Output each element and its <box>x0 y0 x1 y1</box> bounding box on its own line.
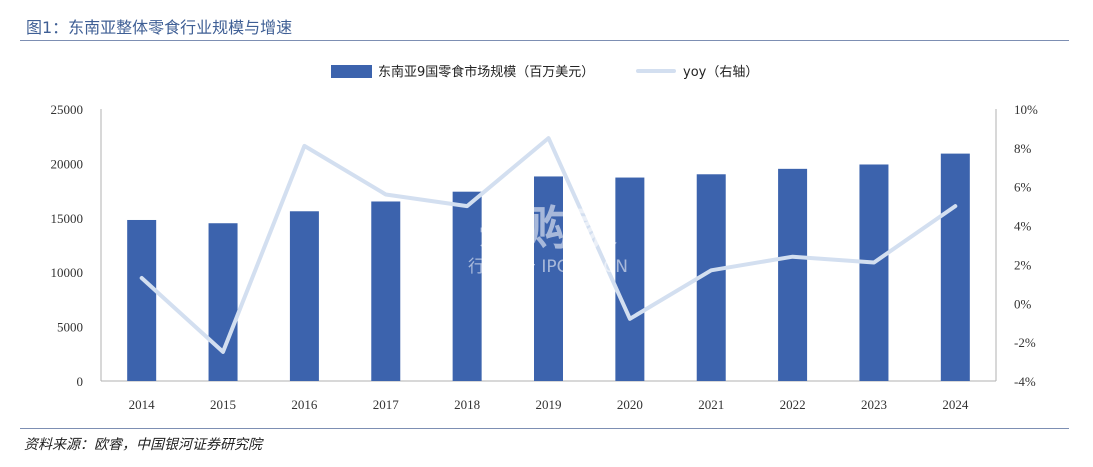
bar <box>778 168 808 381</box>
watermark-main: 并购家 <box>479 201 617 255</box>
bar <box>208 223 238 381</box>
bar <box>371 201 401 381</box>
y-left-tick-label: 0 <box>77 374 84 389</box>
x-tick-label: 2024 <box>942 397 969 412</box>
bar <box>859 164 889 381</box>
y-right-tick-label: 0% <box>1014 296 1032 311</box>
watermark: 并购家 行业报告 IPOIPO.CN <box>468 201 628 277</box>
legend-label-bar: 东南亚9国零食市场规模（百万美元） <box>378 64 594 80</box>
y-right-tick-label: -2% <box>1014 335 1036 350</box>
figure-title: 图1：东南亚整体零食行业规模与增速 <box>26 18 293 37</box>
plot-area: 0 5000 10000 15000 20000 25000 -4% -2% 0% 2% 4% 6% 8… <box>51 102 1039 412</box>
x-tick-label: 2023 <box>861 397 887 412</box>
bar <box>940 153 970 381</box>
y-left-tick-label: 15000 <box>51 211 84 226</box>
legend-swatch-bar <box>331 65 372 78</box>
legend: 东南亚9国零食市场规模（百万美元） yoy（右轴） <box>331 64 758 80</box>
y-right-tick-label: 10% <box>1014 102 1038 117</box>
y-left-tick-label: 10000 <box>51 265 84 280</box>
top-rule <box>20 40 1069 41</box>
bar <box>534 176 563 381</box>
x-tick-label: 2019 <box>536 397 562 412</box>
bar <box>615 177 645 381</box>
y-right-tick-label: 6% <box>1014 180 1032 195</box>
x-tick-label: 2017 <box>373 397 400 412</box>
x-tick-label: 2015 <box>210 397 236 412</box>
x-tick-label: 2020 <box>617 397 643 412</box>
x-tick-label: 2016 <box>291 397 318 412</box>
source-note: 资料来源：欧睿，中国银河证券研究院 <box>24 437 262 453</box>
y-right-tick-label: 2% <box>1014 257 1032 272</box>
y-left-tick-label: 25000 <box>51 102 84 117</box>
bar <box>289 211 319 381</box>
y-right-tick-label: 4% <box>1014 219 1032 234</box>
bottom-rule <box>20 428 1069 429</box>
x-tick-label: 2018 <box>454 397 480 412</box>
y-right-tick-label: 8% <box>1014 141 1032 156</box>
x-tick-label: 2014 <box>129 397 156 412</box>
y-right-tick-label: -4% <box>1014 374 1036 389</box>
bar <box>452 191 482 381</box>
x-tick-label: 2021 <box>698 397 724 412</box>
x-tick-label: 2022 <box>780 397 806 412</box>
bar <box>127 219 157 381</box>
legend-label-line: yoy（右轴） <box>683 65 758 80</box>
y-left-tick-label: 20000 <box>51 156 84 171</box>
watermark-sub: 行业报告 IPOIPO.CN <box>468 257 628 277</box>
y-left-tick-label: 5000 <box>57 320 83 335</box>
